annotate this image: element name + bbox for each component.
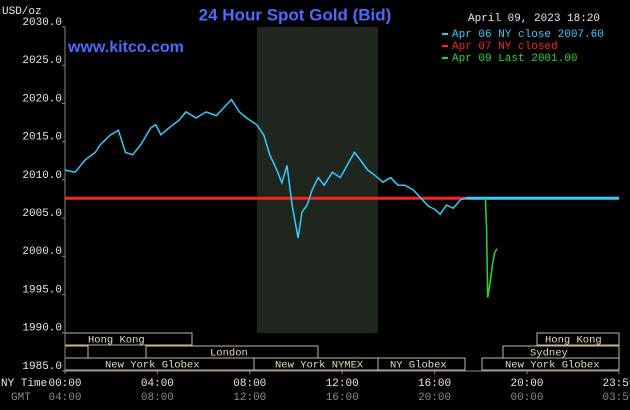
y-tick-label: 2020.0 (22, 93, 62, 105)
x2-tick-label: 03:59 (602, 392, 630, 404)
legend-entry: Apr 06 NY close 2007.60 (452, 29, 604, 41)
y-axis-label: USD/oz (2, 6, 42, 18)
x2-tick-label: 20:00 (418, 392, 451, 404)
x-tick-label: 20:00 (510, 378, 543, 390)
session-label: London (210, 347, 248, 359)
session-label: New York Globex (105, 359, 200, 371)
session-label: New York Globex (505, 359, 600, 371)
x-tick-label: 04:00 (141, 378, 174, 390)
x-tick-label: 16:00 (418, 378, 451, 390)
series-line (484, 198, 498, 298)
y-tick-label: 1995.0 (22, 284, 62, 296)
x2-tick-label: 16:00 (326, 392, 359, 404)
series-line (64, 98, 467, 239)
x-tick-label: 08:00 (233, 378, 266, 390)
y-tick-label: 1990.0 (22, 323, 62, 335)
x2-tick-label: 08:00 (141, 392, 174, 404)
session-label: Sydney (530, 347, 568, 359)
session-label: New York NYMEX (275, 359, 364, 371)
y-tick-label: 2005.0 (22, 208, 62, 220)
y-tick-label: 2010.0 (22, 170, 62, 182)
session-box (377, 357, 466, 371)
y-tick-label: 2030.0 (22, 17, 62, 29)
chart-title: 24 Hour Spot Gold (Bid) (199, 5, 392, 24)
legend-swatch (442, 57, 448, 59)
legend-swatch (442, 45, 448, 47)
y-tick-label: 2000.0 (22, 246, 62, 258)
plot: Hong Kong London New York Globex New York N… (22, 17, 630, 404)
legend-entry: Apr 09 Last 2001.00 (452, 53, 577, 65)
site-label: www.kitco.com (67, 39, 184, 56)
session-box (536, 332, 620, 346)
y-tick-label: 2025.0 (22, 55, 62, 67)
x2-tick-label: 00:00 (510, 392, 543, 404)
y-tick-label: 1985.0 (22, 361, 62, 373)
session-label: Hong Kong (88, 334, 145, 346)
x2-tick-label: 12:00 (233, 392, 266, 404)
timestamp: April 09, 2023 18:20 (468, 13, 600, 25)
session-box (64, 345, 89, 359)
ny-time-label: NY Time (1, 378, 47, 390)
x-tick-label: 00:00 (48, 378, 81, 390)
legend-swatch (442, 33, 448, 35)
legend-entry: Apr 07 NY closed (452, 41, 558, 53)
y-tick-label: 2015.0 (22, 132, 62, 144)
x2-tick-label: 04:00 (48, 392, 81, 404)
gmt-label: GMT (11, 392, 31, 404)
session-box (481, 357, 620, 371)
x-tick-label: 12:00 (326, 378, 359, 390)
session-label: NY Globex (390, 359, 447, 371)
session-label: Hong Kong (545, 334, 602, 346)
x-tick-label: 23:59 (602, 378, 630, 390)
